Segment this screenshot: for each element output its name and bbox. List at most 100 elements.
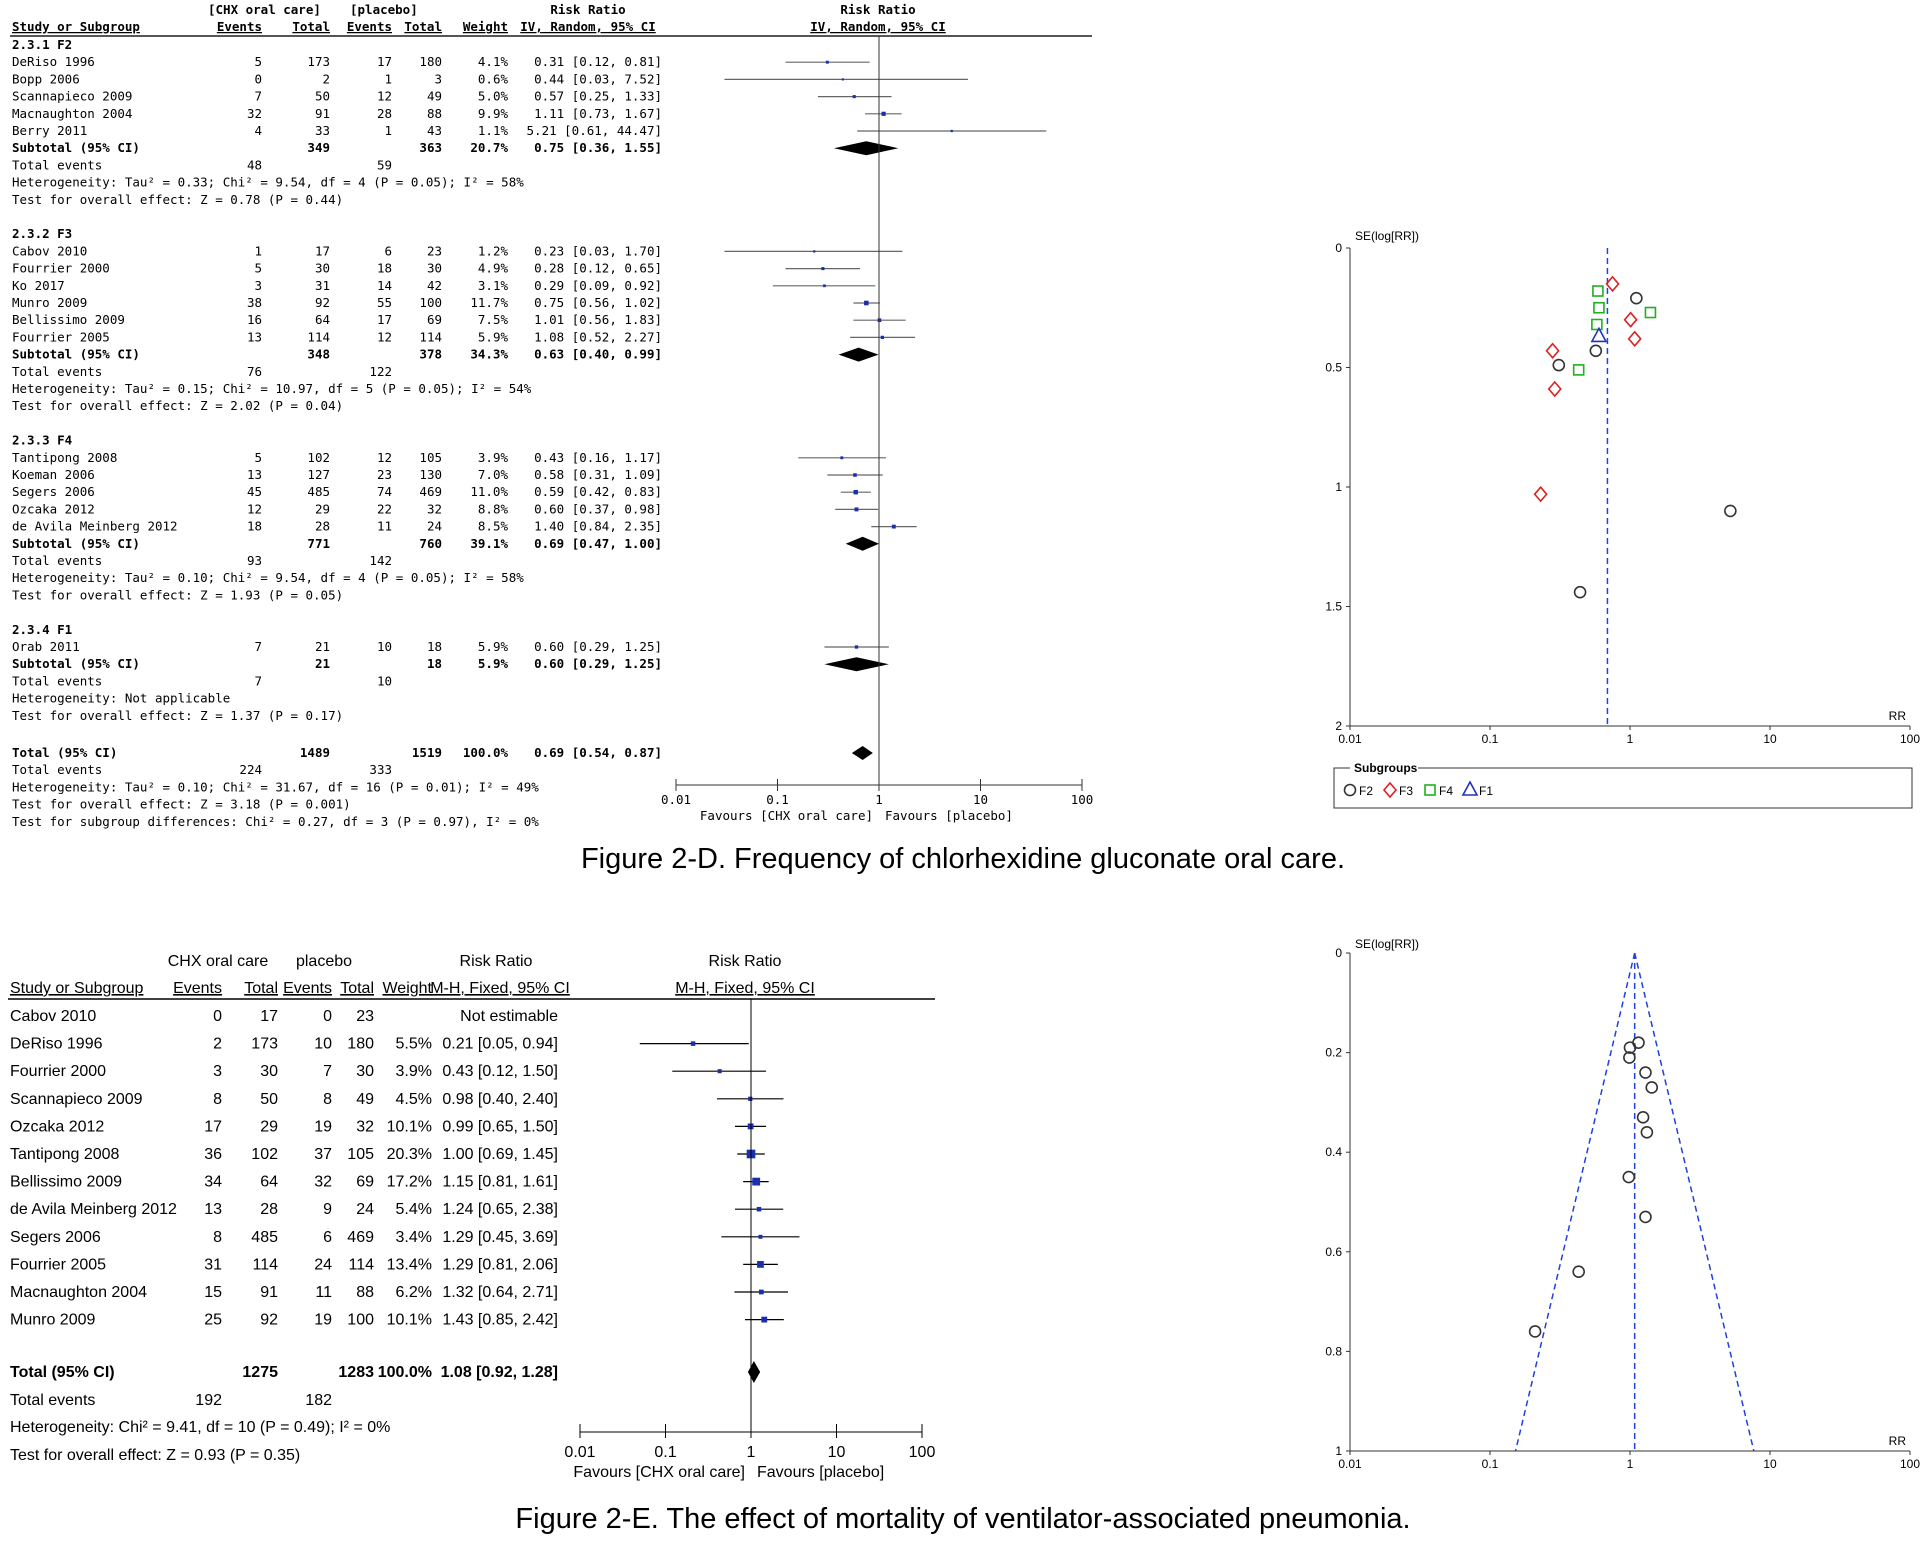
events-row-label: Total events: [12, 364, 102, 379]
study-row-e2: 19: [314, 1118, 332, 1135]
study-row-e2: 17: [377, 54, 392, 69]
subtotal-row-w: 5.9%: [478, 656, 509, 671]
subtotal-row-t1: 349: [307, 140, 330, 155]
study-row-e1: 38: [247, 295, 262, 310]
study-row-t2: 32: [427, 501, 442, 516]
study-row-t2: 69: [356, 1174, 374, 1191]
study-row-name: Tantipong 2008: [10, 1146, 120, 1163]
point-estimate: [881, 111, 886, 116]
x-tick-label: 10: [1763, 1457, 1777, 1471]
study-row-e1: 13: [204, 1201, 222, 1218]
total-row-t1: 1275: [242, 1364, 278, 1381]
study-row-name: Bellissimo 2009: [10, 1174, 122, 1191]
study-row-name: Segers 2006: [12, 484, 95, 499]
heterogeneity-text: Heterogeneity: Tau² = 0.10; Chi² = 9.54,…: [12, 570, 524, 585]
funnel-point-f2: [1552, 358, 1566, 372]
funnel-point: [1639, 1210, 1652, 1224]
study-row-ci: 0.98 [0.40, 2.40]: [442, 1091, 558, 1108]
study-row-e1: 13: [247, 467, 262, 482]
subtotal-row-label: Subtotal (95% CI): [12, 656, 140, 671]
legend-box: [1333, 767, 1913, 809]
study-row-e1: 2: [213, 1036, 222, 1053]
study-row-w: 4.5%: [396, 1091, 432, 1108]
subgroup-title: 2.3.2 F3: [12, 226, 72, 241]
study-row-t2: 105: [347, 1146, 374, 1163]
study-row-e2: 14: [377, 278, 392, 293]
study-row-e2: 22: [377, 501, 392, 516]
overall-effect-text: Test for overall effect: Z = 2.02 (P = 0…: [12, 398, 343, 413]
study-row-t2: 30: [356, 1063, 374, 1080]
study-row-name: Scannapieco 2009: [10, 1091, 143, 1108]
study-row-w: 4.1%: [478, 54, 509, 69]
study-row-w: 13.4%: [387, 1256, 432, 1273]
x-tick-label: 100: [1900, 1457, 1920, 1471]
study-row-t1: 91: [260, 1284, 278, 1301]
x-tick-label: 10: [973, 792, 988, 807]
study-row-t2: 49: [356, 1091, 374, 1108]
study-row-w: 9.9%: [478, 106, 509, 121]
study-row-t1: 485: [307, 484, 330, 499]
x-tick-label: 0.1: [766, 792, 789, 807]
x-tick-label: 0.01: [1338, 732, 1362, 746]
study-row-e1: 34: [204, 1174, 222, 1191]
header-e-weight: Weight: [382, 980, 432, 997]
study-row-t1: 173: [251, 1036, 278, 1053]
header-e-total-2: Total: [340, 980, 374, 997]
study-row-name: Ko 2017: [12, 278, 65, 293]
study-row-ci: 0.60 [0.37, 0.98]: [534, 501, 662, 516]
funnel-left-limit: [1514, 952, 1636, 1452]
funnel-point-f2: [1573, 585, 1587, 599]
x-axis-label: RR: [1889, 1434, 1907, 1448]
study-row-e2: 1: [384, 123, 392, 138]
study-row-ci: 0.29 [0.09, 0.92]: [534, 278, 662, 293]
study-row-e1: 3: [213, 1063, 222, 1080]
study-row-w: 6.2%: [396, 1284, 432, 1301]
subtotal-row-t2: 363: [419, 140, 442, 155]
x-tick-label: 1: [747, 1444, 756, 1461]
study-row-w: 17.2%: [387, 1174, 432, 1191]
overall-effect-text: Test for overall effect: Z = 0.78 (P = 0…: [12, 192, 343, 207]
study-row-e1: 5: [254, 261, 262, 276]
study-row-ci: 1.40 [0.84, 2.35]: [534, 519, 662, 534]
study-row-name: Macnaughton 2004: [12, 106, 132, 121]
header-method: IV, Random, 95% CI: [520, 19, 655, 34]
header-group1: [CHX oral care]: [208, 2, 321, 17]
study-row-t2: 42: [427, 278, 442, 293]
legend-label-f3: F3: [1399, 784, 1413, 798]
study-row-e2: 28: [377, 106, 392, 121]
header-rr: Risk Ratio: [550, 2, 625, 17]
study-row-ci: 1.29 [0.81, 2.06]: [442, 1256, 558, 1273]
study-row-e1: 4: [254, 123, 262, 138]
study-row-name: Ozcaka 2012: [12, 501, 95, 516]
events-row-e2: 10: [377, 673, 392, 688]
study-row-t2: 180: [419, 54, 442, 69]
legend-label-f4: F4: [1439, 784, 1453, 798]
study-row-t2: 18: [427, 639, 442, 654]
x-tick-label: 100: [1900, 732, 1920, 746]
study-row-w: 5.0%: [478, 89, 509, 104]
x-tick-label: 0.01: [661, 792, 691, 807]
study-row-ci: 1.29 [0.45, 3.69]: [442, 1229, 558, 1246]
funnel-d: SE(log[RR]) RR 0 0.5 1 1.5 20.01 0.1 1 10 100 Subgr…: [1325, 229, 1920, 809]
study-row-e2: 32: [314, 1174, 332, 1191]
funnel-point-f2: [1630, 291, 1643, 305]
point-estimate: [823, 284, 826, 288]
study-row-e2: 11: [377, 519, 392, 534]
point-estimate: [717, 1069, 722, 1074]
study-row-ci: 0.43 [0.12, 1.50]: [442, 1063, 558, 1080]
study-row-e1: 32: [247, 106, 262, 121]
study-row-ci: 0.23 [0.03, 1.70]: [534, 243, 662, 258]
point-estimate: [761, 1316, 768, 1323]
total-row-w: 100.0%: [463, 745, 509, 760]
study-row-ci: 1.01 [0.56, 1.83]: [534, 312, 662, 327]
study-row-e1: 16: [247, 312, 262, 327]
subtotal-row-ci: 0.75 [0.36, 1.55]: [534, 140, 662, 155]
total-events-row-e2: 182: [305, 1392, 332, 1409]
study-row-name: Tantipong 2008: [12, 450, 117, 465]
header-method-plot: IV, Random, 95% CI: [810, 19, 945, 34]
header-e-method-plot: M-H, Fixed, 95% CI: [675, 980, 815, 997]
header-weight: Weight: [463, 19, 508, 34]
